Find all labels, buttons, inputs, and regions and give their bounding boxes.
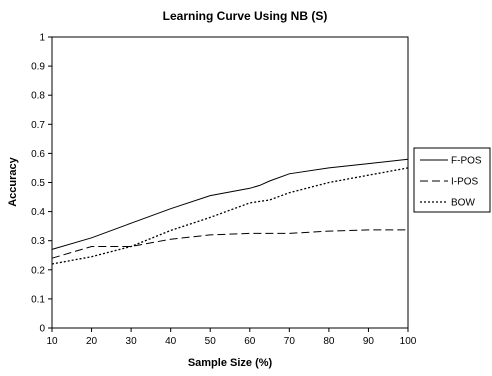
y-axis-title: Accuracy bbox=[7, 156, 19, 206]
y-tick-label: 0.8 bbox=[31, 91, 45, 102]
legend-box bbox=[413, 147, 491, 213]
x-tick-label: 80 bbox=[323, 336, 335, 347]
plot-frame bbox=[51, 36, 409, 329]
y-tick-label: 0.7 bbox=[31, 120, 45, 131]
y-tick-label: 0.2 bbox=[31, 265, 45, 276]
x-tick-label: 60 bbox=[244, 336, 256, 347]
y-tick-label: 0.4 bbox=[31, 207, 45, 218]
x-tick-label: 90 bbox=[363, 336, 375, 347]
y-tick-label: 1 bbox=[39, 33, 45, 44]
legend-label-bow: BOW bbox=[451, 198, 475, 209]
series-line-bow bbox=[51, 167, 409, 265]
y-tick-label: 0.3 bbox=[31, 236, 45, 247]
y-tick-label: 0.1 bbox=[31, 294, 45, 305]
x-tick-label: 40 bbox=[165, 336, 177, 347]
legend-label-f-pos: F-POS bbox=[451, 156, 482, 167]
plot-area: 0 0.1 0.2 0.3 0.4 0.5 0.6 0.7 0.8 0.9 1 10 20 30 40 50 6… bbox=[31, 33, 417, 348]
y-tick-label: 0.6 bbox=[31, 149, 45, 160]
legend-label-i-pos: I-POS bbox=[451, 177, 479, 188]
x-tick-label: 30 bbox=[126, 336, 138, 347]
x-axis-title: Sample Size (%) bbox=[188, 357, 273, 369]
chart-title: Learning Curve Using NB (S) bbox=[163, 9, 328, 23]
y-tick-label: 0 bbox=[39, 324, 45, 335]
x-tick-label: 10 bbox=[46, 336, 58, 347]
series-line-i-pos bbox=[51, 229, 408, 259]
x-tick-label: 20 bbox=[86, 336, 98, 347]
y-tick-label: 0.5 bbox=[31, 178, 45, 189]
y-tick-label: 0.9 bbox=[31, 62, 45, 73]
x-tick-label: 50 bbox=[205, 336, 217, 347]
series-line-f-pos bbox=[51, 158, 409, 250]
legend: F-POS I-POS BOW bbox=[413, 147, 491, 213]
x-tick-label: 100 bbox=[400, 336, 417, 347]
x-tick-label: 70 bbox=[284, 336, 296, 347]
